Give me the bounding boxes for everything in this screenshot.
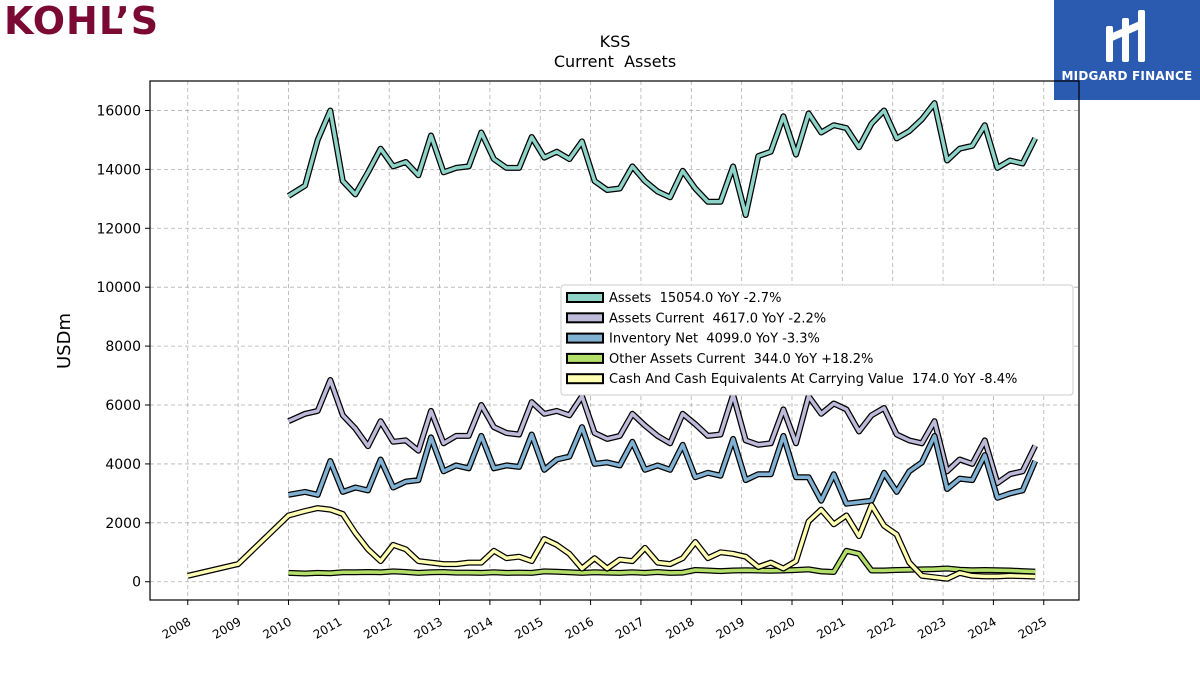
series-cash-and-cash-equivalents-at-carrying-value	[187, 502, 1036, 582]
series-inventory-net	[287, 424, 1038, 507]
legend-label: Other Assets Current 344.0 YoY +18.2%	[609, 352, 873, 367]
x-tick-label: 2018	[663, 614, 696, 641]
legend-swatch	[566, 373, 604, 385]
y-tick-label: 4000	[105, 457, 141, 473]
x-tick-label: 2020	[764, 614, 797, 641]
legend-box	[560, 284, 1074, 396]
y-tick-label: 8000	[105, 339, 141, 355]
y-tick-label: 16000	[96, 103, 141, 119]
legend-item: Other Assets Current 344.0 YoY +18.2%	[566, 352, 873, 367]
legend-label: Assets 15054.0 YoY -2.7%	[609, 291, 781, 306]
y-tick-label: 2000	[105, 516, 141, 532]
chart-subtitle: Current Assets	[554, 52, 676, 71]
series-other-assets-current	[288, 547, 1036, 577]
series-line	[288, 549, 1036, 576]
x-tick-label: 2019	[714, 614, 747, 641]
midgard-emblem-icon	[1106, 10, 1145, 62]
y-tick-label: 12000	[96, 221, 141, 237]
series-lines	[187, 100, 1038, 582]
series-assets	[286, 100, 1038, 218]
plot-frame	[149, 80, 1080, 601]
legend-swatch	[566, 312, 604, 324]
legend-swatch	[566, 292, 604, 303]
midgard-logo-text: MIDGARD FINANCE	[1061, 69, 1193, 83]
x-tick-label: 2010	[261, 614, 294, 641]
x-tick-label: 2015	[512, 614, 545, 641]
x-tick-label: 2009	[210, 614, 243, 641]
legend-swatch	[566, 332, 604, 344]
x-tick-label: 2024	[965, 614, 998, 641]
svg-text:KOHL’S: KOHL’S	[4, 0, 159, 42]
x-tick-label: 2013	[412, 614, 445, 641]
legend: Assets 15054.0 YoY -2.7% Assets Current 4…	[560, 284, 1074, 396]
x-tick-label: 2022	[865, 614, 898, 641]
series-line	[287, 378, 1037, 485]
y-tick-label: 0	[132, 575, 141, 591]
x-tick-label: 2016	[563, 614, 596, 641]
x-tick-label: 2017	[613, 614, 646, 641]
legend-label: Cash And Cash Equivalents At Carrying Va…	[609, 372, 1017, 387]
series-line	[287, 101, 1037, 217]
legend-swatch	[566, 352, 604, 364]
x-tick-label: 2021	[814, 614, 847, 641]
series-line	[288, 425, 1037, 506]
legend-item: Assets Current 4617.0 YoY -2.2%	[566, 311, 826, 326]
midgard-finance-logo: MIDGARD FINANCE	[1054, 0, 1200, 100]
x-tick-label: 2025	[1016, 614, 1049, 641]
x-tick-label: 2011	[311, 614, 344, 641]
legend-item: Assets 15054.0 YoY -2.7%	[566, 291, 781, 306]
x-tick-label: 2023	[915, 614, 948, 641]
legend-item: Cash And Cash Equivalents At Carrying Va…	[566, 372, 1017, 387]
x-axis: 2008 2009 2010 2011 2012 2013 2014 2015 2016 2017…	[160, 600, 1049, 642]
series-assets-current	[287, 377, 1038, 487]
x-tick-label: 2008	[160, 614, 193, 641]
x-tick-label: 2014	[462, 614, 495, 641]
legend-label: Inventory Net 4099.0 YoY -3.3%	[609, 332, 820, 347]
y-tick-label: 6000	[105, 398, 141, 414]
series-line	[187, 503, 1036, 581]
legend-label: Assets Current 4617.0 YoY -2.2%	[609, 311, 826, 326]
y-axis-label: USDm	[54, 313, 75, 369]
x-tick-label: 2012	[361, 614, 394, 641]
kohls-logo: KOHL’S	[4, 0, 159, 42]
y-axis: 0 2000 4000 6000 8000 10000 12000 14000 16000	[96, 103, 150, 591]
chart-title: KSS	[600, 32, 631, 51]
y-tick-label: 10000	[96, 280, 141, 296]
legend-item: Inventory Net 4099.0 YoY -3.3%	[566, 332, 820, 347]
y-tick-label: 14000	[96, 162, 141, 178]
